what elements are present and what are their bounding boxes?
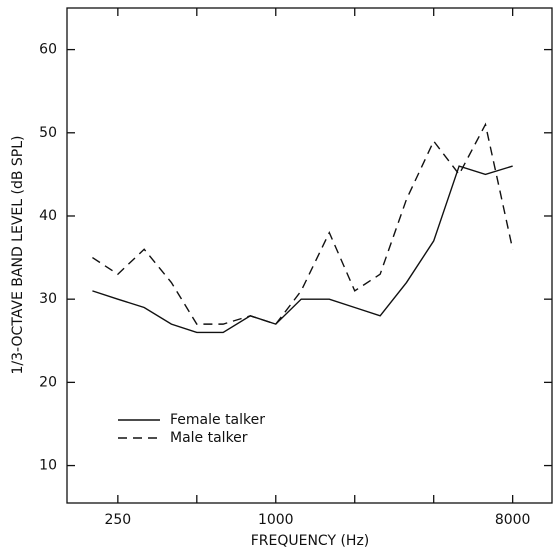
x-tick-label: 1000 [258,512,294,528]
data-line [92,122,514,325]
x-tick-label: 250 [104,512,131,528]
y-tick-label: 40 [39,208,57,224]
y-axis-label: 1/3-OCTAVE BAND LEVEL (dB SPL) [10,136,26,375]
legend-label: Female talker [170,412,265,428]
y-tick-label: 10 [39,458,57,474]
y-tick-label: 50 [39,125,57,141]
y-tick-label: 20 [39,374,57,390]
plot-frame [66,7,553,504]
data-line [92,165,513,334]
x-tick-label: 8000 [495,512,531,528]
x-axis-label: FREQUENCY (Hz) [251,533,370,549]
y-tick-label: 30 [39,291,57,307]
legend-label: Male talker [170,430,248,446]
y-tick-label: 60 [39,42,57,58]
